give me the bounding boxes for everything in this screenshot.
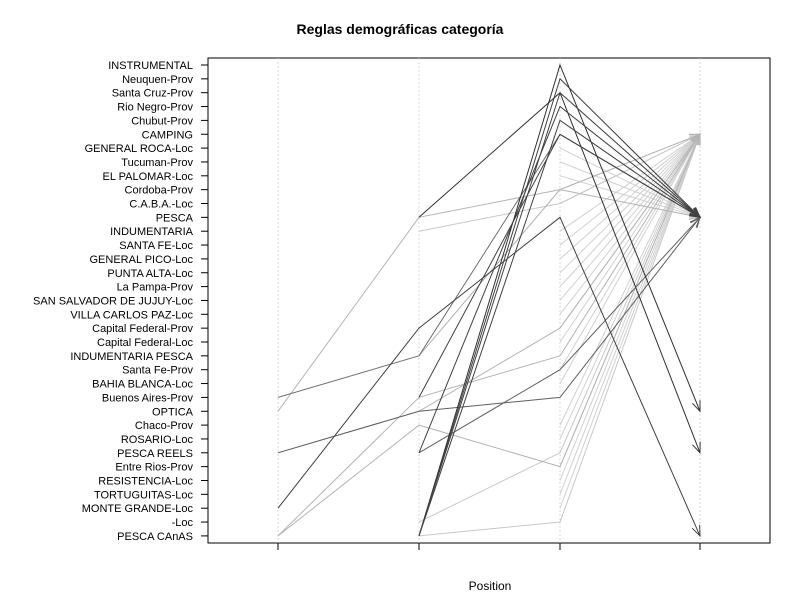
rule-line [277,134,701,537]
rule-line [418,134,701,523]
rule-line [418,77,701,537]
y-tick-label: Neuquen-Prov [122,74,193,86]
y-tick-label: OPTICA [152,406,194,418]
x-axis-label: Position [469,579,512,593]
rule-14 [559,133,701,301]
rule-arrowhead [691,133,701,146]
chart-title: Reglas demográficas categoría [297,21,504,37]
y-tick-label: EL PALOMAR-Loc [103,171,194,183]
rule-line [559,133,701,301]
rule-35 [277,216,701,454]
rule-line [559,134,701,370]
rule-line [418,133,701,398]
y-tick-label: SANTA FE-Loc [119,240,193,252]
y-tick-label: BAHIA BLANCA-Loc [92,379,193,391]
rule-line [559,134,701,384]
rule-line [277,134,701,537]
rule-arrowhead [692,400,701,413]
x-axis [277,543,701,550]
rule-line [418,134,701,537]
rule-line [418,133,701,232]
rule-33 [277,133,701,537]
y-tick-label: Entre Rios-Prov [115,462,193,474]
rule-43 [418,77,701,537]
y-tick-label: C.A.B.A.-Loc [129,199,193,211]
rule-line [559,133,701,232]
y-tick-label: Capital Federal-Loc [97,337,193,349]
y-tick-label: PUNTA ALTA-Loc [107,268,193,280]
rule-line [559,133,701,246]
y-tick-label: Cordoba-Prov [125,185,194,197]
y-tick-label: Rio Negro-Prov [117,102,193,114]
y-tick-label: Santa Cruz-Prov [112,88,194,100]
y-tick-label: TORTUGUITAS-Loc [94,489,194,501]
y-tick-label: PESCA REELS [117,448,193,460]
rule-25 [559,133,701,509]
y-tick-label: Chubut-Prov [131,115,193,127]
rule-24 [559,133,701,495]
y-tick-label: Santa Fe-Prov [122,365,193,377]
rule-line [418,105,701,453]
rule-line [559,134,701,440]
y-tick-label: PESCA CAnAS [117,531,193,543]
y-axis-labels: INSTRUMENTAL Neuquen-Prov Santa Cruz-Prov R… [33,60,208,543]
y-tick-label: SAN SALVADOR DE JUJUY-Loc [33,295,193,307]
rule-line [418,119,701,537]
rule-lines [277,63,702,538]
rule-line [559,134,701,495]
rule-line [559,133,701,287]
rule-42 [418,133,702,398]
y-tick-label: MONTE GRANDE-Loc [82,503,194,515]
y-tick-label: La Pampa-Prov [117,282,194,294]
y-tick-label: Capital Federal-Prov [92,323,193,335]
rule-line [277,216,701,537]
y-tick-label: INDUMENTARIA [110,226,194,238]
rule-line [418,91,701,537]
rule-line [418,216,701,454]
y-tick-label: Chaco-Prov [135,420,194,432]
rule-20 [559,133,701,426]
rule-13 [559,133,701,287]
rule-line [418,63,701,537]
rule-arrowhead [689,207,701,219]
y-tick-label: INDUMENTARIA PESCA [70,351,193,363]
y-tick-label: -Loc [172,517,194,529]
rule-line [277,134,701,454]
rule-36 [418,216,701,454]
y-tick-label: Buenos Aires-Prov [102,392,194,404]
y-tick-label: VILLA CARLOS PAZ-Loc [70,309,193,321]
y-tick-label: PESCA [156,212,194,224]
y-tick-label: RESISTENCIA-Loc [98,476,193,488]
rule-line [559,134,701,426]
rule-line [559,134,701,509]
rule-28 [418,133,702,232]
rule-31 [277,133,701,537]
rule-arrowhead [691,524,701,538]
rule-line [277,189,701,412]
y-tick-label: GENERAL PICO-Loc [89,254,193,266]
rule-38 [418,63,701,537]
rule-44 [277,216,701,538]
rule-32 [277,133,701,454]
y-tick-label: ROSARIO-Loc [121,434,194,446]
rule-39 [418,91,702,537]
y-tick-label: CAMPING [142,129,193,141]
rule-line [559,133,701,260]
y-tick-label: INSTRUMENTAL [108,60,193,72]
rule-arrowhead [692,441,701,455]
y-tick-label: Tucuman-Prov [121,157,193,169]
rule-line [559,133,701,315]
y-tick-label: GENERAL ROCA-Loc [85,143,194,155]
rule-line [277,216,701,454]
